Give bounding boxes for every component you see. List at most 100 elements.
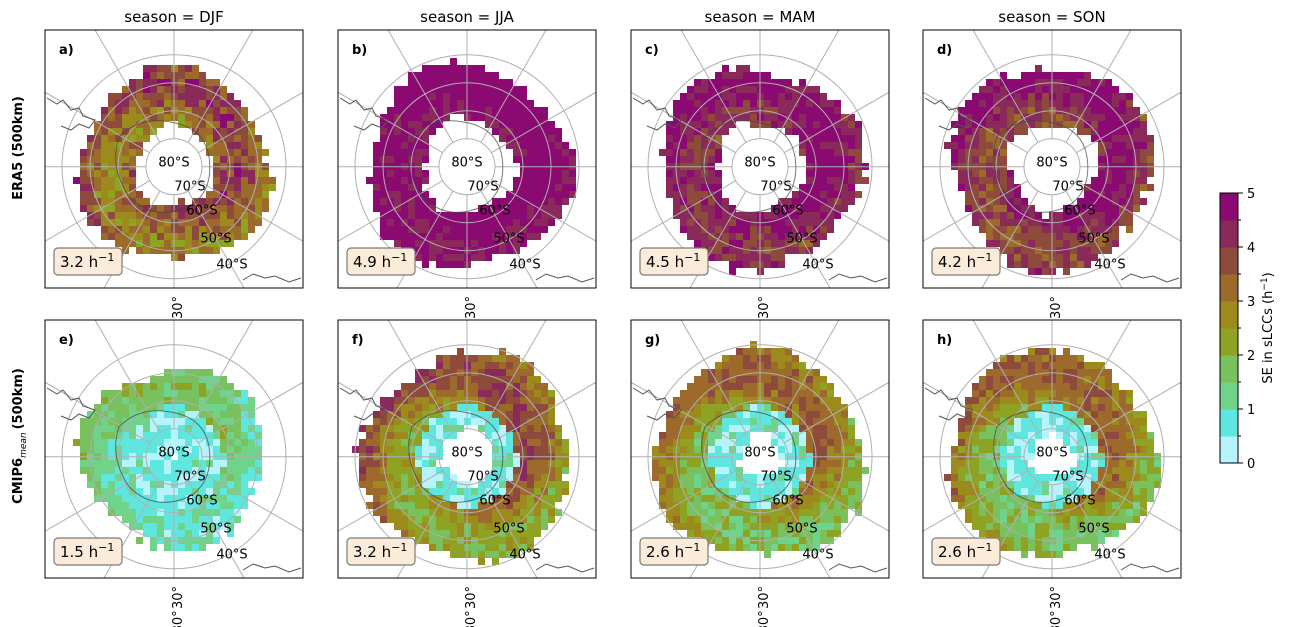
heatmap-cell [785,425,792,432]
heatmap-cell [827,530,834,537]
heatmap-cell [827,523,834,530]
heatmap-cell [1105,488,1112,495]
heatmap-cell [534,446,541,453]
heatmap-cell [673,488,680,495]
heatmap-cell [422,93,429,100]
heatmap-cell [799,93,806,100]
lat-label: 70°S [760,180,791,195]
lat-label: 50°S [200,522,231,537]
heatmap-cell [993,383,1000,390]
heatmap-cell [513,142,520,149]
heatmap-cell [1028,254,1035,261]
heatmap-cell [422,79,429,86]
heatmap-cell [206,467,213,474]
heatmap-cell [541,509,548,516]
heatmap-cell [1091,383,1098,390]
heatmap-cell [1084,233,1091,240]
heatmap-cell [115,184,122,191]
heatmap-cell [450,481,457,488]
heatmap-cell [687,135,694,142]
heatmap-cell [972,184,979,191]
heatmap-cell [541,404,548,411]
heatmap-cell [979,376,986,383]
heatmap-cell [80,191,87,198]
heatmap-cell [951,121,958,128]
heatmap-cell [394,418,401,425]
heatmap-cell [248,184,255,191]
heatmap-cell [506,142,513,149]
lat-label: 60°S [479,204,510,219]
heatmap-cell [241,502,248,509]
heatmap-cell [534,495,541,502]
heatmap-cell [206,128,213,135]
meridian-line [187,30,254,143]
heatmap-cell [213,191,220,198]
heatmap-cell [778,93,785,100]
heatmap-cell [673,135,680,142]
heatmap-cell [157,376,164,383]
heatmap-cell [694,86,701,93]
heatmap-cell [408,432,415,439]
heatmap-cell [213,390,220,397]
heatmap-cell [673,411,680,418]
heatmap-cell [708,509,715,516]
heatmap-cell [394,205,401,212]
heatmap-cell [827,481,834,488]
heatmap-cell [848,460,855,467]
heatmap-cell [694,156,701,163]
heatmap-cell [199,240,206,247]
heatmap-cell [387,467,394,474]
heatmap-cell [1105,184,1112,191]
heatmap-cell [506,411,513,418]
heatmap-cell [1070,86,1077,93]
heatmap-cell [1000,86,1007,93]
meridian-line [387,320,454,433]
heatmap-cell [394,481,401,488]
heatmap-cell [841,488,848,495]
heatmap-cell [101,446,108,453]
heatmap-cell [785,523,792,530]
heatmap-cell [492,418,499,425]
heatmap-cell [227,107,234,114]
heatmap-cell [1098,233,1105,240]
panel-frame [630,29,890,289]
heatmap-cell [534,411,541,418]
heatmap-cell [136,383,143,390]
heatmap-cell [485,502,492,509]
heatmap-cell [234,474,241,481]
heatmap-cell [813,240,820,247]
heatmap-cell [73,177,80,184]
heatmap-cell [436,516,443,523]
heatmap-cell [429,383,436,390]
heatmap-cell [827,425,834,432]
heatmap-cell [555,198,562,205]
heatmap-cell [736,100,743,107]
heatmap-cell [443,107,450,114]
heatmap-cell [680,170,687,177]
heatmap-cell [1091,390,1098,397]
heatmap-cell [1063,86,1070,93]
heatmap-cell [1119,177,1126,184]
heatmap-cell [478,390,485,397]
heatmap-cell [1098,390,1105,397]
heatmap-cell [958,170,965,177]
heatmap-cell [673,481,680,488]
heatmap-cell [143,198,150,205]
heatmap-cell [534,404,541,411]
heatmap-cell [527,481,534,488]
heatmap-cell [722,446,729,453]
heatmap-cell [422,261,429,268]
heatmap-cell [227,495,234,502]
lat-label: 70°S [467,180,498,195]
heatmap-cell [234,481,241,488]
heatmap-cell [708,404,715,411]
heatmap-cell [806,418,813,425]
heatmap-cell [255,432,262,439]
heatmap-cell [813,530,820,537]
heatmap-cell [1056,114,1063,121]
heatmap-cell [108,128,115,135]
heatmap-cell [136,474,143,481]
heatmap-cell [722,212,729,219]
heatmap-cell [478,502,485,509]
